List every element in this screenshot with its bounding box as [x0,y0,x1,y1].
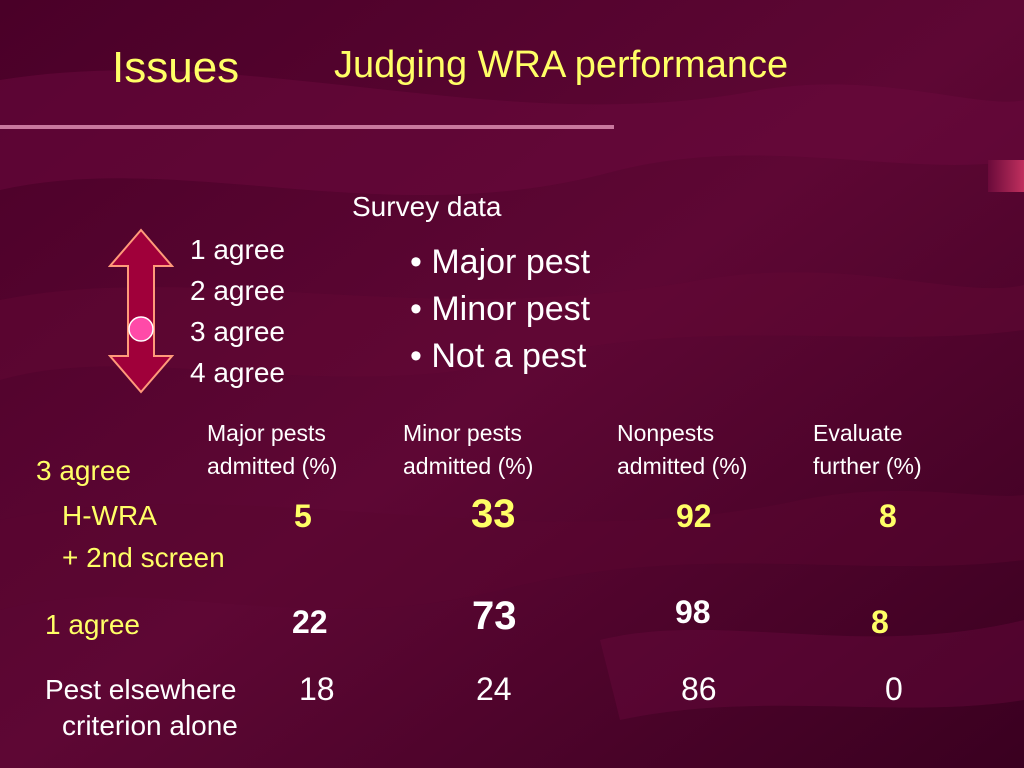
column-header-nonpests: Nonpests admitted (%) [617,420,748,479]
table-cell: 24 [476,671,512,707]
table-cell: 86 [681,671,717,707]
table-cell: 18 [299,671,335,707]
row-label-1-agree: 1 agree [45,609,140,640]
title-divider [0,125,614,129]
table-cell: 98 [675,594,711,630]
row-label-2nd-screen: + 2nd screen [62,542,225,573]
table-cell: 73 [472,594,517,638]
table-cell: 22 [292,604,328,640]
row-label-3-agree: 3 agree [36,455,131,486]
agree-level-2: 2 agree [190,275,285,306]
agree-level-3: 3 agree [190,316,285,347]
circle-marker-icon [128,316,154,342]
bullet-not-a-pest: • Not a pest [410,337,587,375]
agree-level-1: 1 agree [190,234,285,265]
slide-title-issues: Issues [112,43,240,92]
agree-level-4: 4 agree [190,357,285,388]
row-label-criterion-alone: criterion alone [62,710,238,741]
slide-title: Judging WRA performance [334,44,789,86]
column-header-minor: Minor pests admitted (%) [403,420,534,479]
bullet-minor-pest: • Minor pest [410,290,591,328]
table-cell: 33 [471,492,516,536]
bullet-major-pest: • Major pest [410,243,591,281]
row-label-pest-elsewhere: Pest elsewhere [45,674,237,705]
table-cell: 5 [294,498,312,534]
table-cell: 8 [871,604,889,640]
double-headed-arrow-icon [108,228,174,394]
survey-data-heading: Survey data [352,191,502,222]
table-cell: 92 [676,498,712,534]
table-cell: 0 [885,671,903,707]
side-decoration-tab [988,160,1024,192]
column-header-major: Major pests admitted (%) [207,420,338,479]
table-cell: 8 [879,498,897,534]
column-header-evaluate: Evaluate further (%) [813,420,922,479]
row-label-hwra: H-WRA [62,500,157,531]
